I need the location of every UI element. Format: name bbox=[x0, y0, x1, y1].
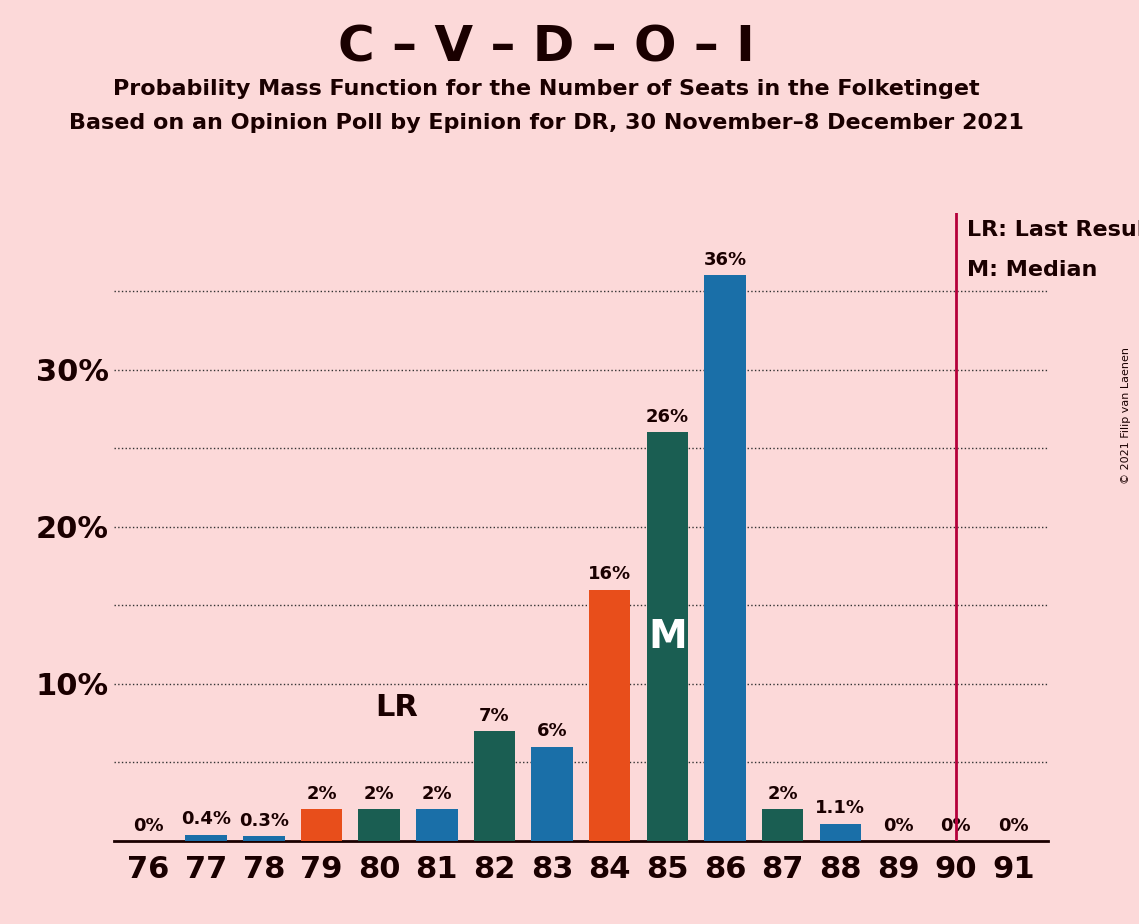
Text: 26%: 26% bbox=[646, 408, 689, 426]
Text: 0.3%: 0.3% bbox=[239, 812, 289, 830]
Text: LR: LR bbox=[375, 693, 418, 722]
Text: 7%: 7% bbox=[480, 707, 510, 724]
Text: 0%: 0% bbox=[883, 817, 913, 834]
Text: Based on an Opinion Poll by Epinion for DR, 30 November–8 December 2021: Based on an Opinion Poll by Epinion for … bbox=[69, 113, 1024, 133]
Bar bbox=[762, 809, 803, 841]
Text: 36%: 36% bbox=[704, 251, 746, 269]
Text: 16%: 16% bbox=[588, 565, 631, 583]
Text: 1.1%: 1.1% bbox=[816, 799, 866, 817]
Bar bbox=[243, 836, 285, 841]
Text: 0%: 0% bbox=[941, 817, 970, 834]
Text: 2%: 2% bbox=[363, 785, 394, 803]
Bar bbox=[301, 809, 342, 841]
Text: LR: Last Result: LR: Last Result bbox=[967, 220, 1139, 240]
Bar bbox=[531, 747, 573, 841]
Text: 2%: 2% bbox=[768, 785, 798, 803]
Bar bbox=[416, 809, 458, 841]
Text: 2%: 2% bbox=[421, 785, 452, 803]
Text: Probability Mass Function for the Number of Seats in the Folketinget: Probability Mass Function for the Number… bbox=[114, 79, 980, 99]
Text: 0%: 0% bbox=[133, 817, 164, 834]
Bar bbox=[704, 275, 746, 841]
Text: 0.4%: 0.4% bbox=[181, 810, 231, 828]
Text: M: M bbox=[648, 617, 687, 656]
Text: 6%: 6% bbox=[536, 723, 567, 740]
Bar bbox=[186, 834, 227, 841]
Text: C – V – D – O – I: C – V – D – O – I bbox=[338, 23, 755, 71]
Bar bbox=[589, 590, 631, 841]
Bar bbox=[647, 432, 688, 841]
Text: M: Median: M: Median bbox=[967, 260, 1098, 280]
Text: 0%: 0% bbox=[998, 817, 1029, 834]
Text: 2%: 2% bbox=[306, 785, 337, 803]
Bar bbox=[820, 823, 861, 841]
Bar bbox=[359, 809, 400, 841]
Text: © 2021 Filip van Laenen: © 2021 Filip van Laenen bbox=[1121, 347, 1131, 484]
Bar bbox=[474, 731, 515, 841]
